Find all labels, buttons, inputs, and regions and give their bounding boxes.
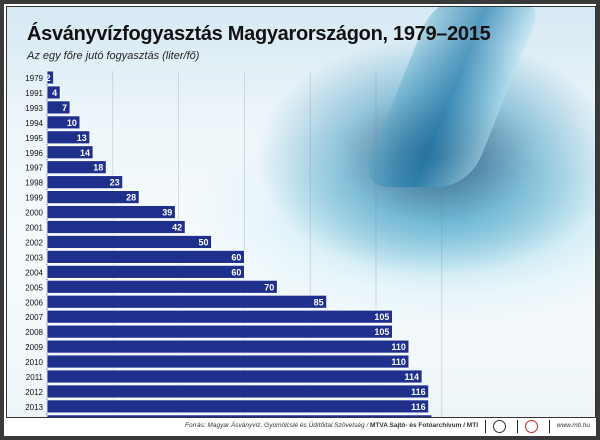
bar [46,294,328,309]
data-label: 14 [80,148,90,158]
infographic: 0204060801001201979219914199371994101995… [4,4,596,436]
y-tick-label: 1995 [25,134,43,143]
bar [46,369,423,384]
data-label: 110 [391,357,406,367]
bar [46,414,433,417]
bar [46,145,94,160]
data-label: 105 [374,312,389,322]
footer: Forrás: Magyar Ásványvíz, Gyümölcslé és … [4,418,596,436]
data-label: 28 [126,193,136,203]
bar [46,190,140,205]
data-label: 2 [46,73,51,83]
y-tick-label: 1998 [25,179,43,188]
bar [46,354,410,369]
y-tick-label: 2010 [25,358,43,367]
y-tick-label: 1979 [25,74,43,83]
mtva-logo-icon [493,420,506,433]
source-text: Forrás: Magyar Ásványvíz, Gyümölcslé és … [185,422,478,429]
data-label: 42 [172,223,182,233]
chart-panel: 0204060801001201979219914199371994101995… [6,6,596,418]
data-label: 4 [52,88,57,98]
data-label: 116 [411,387,426,397]
bar [46,324,393,339]
divider [548,420,550,433]
bar [46,309,393,324]
y-tick-label: 1991 [25,89,43,98]
y-tick-label: 2003 [25,253,43,262]
y-tick-label: 2000 [25,209,43,218]
data-label: 114 [405,372,420,382]
y-tick-label: 1996 [25,149,43,158]
bar [46,249,245,264]
y-tick-label: 2011 [26,373,44,382]
bar [46,70,54,85]
y-tick-label: 2002 [25,238,43,247]
bar [46,205,176,219]
bar [46,160,107,175]
data-label: 50 [198,237,208,247]
data-label: 39 [162,208,172,218]
chart-subtitle: Az egy főre jutó fogyasztás (liter/fő) [27,50,200,62]
bar [46,85,61,100]
y-tick-label: 2012 [25,388,43,397]
data-label: 60 [231,267,241,277]
y-tick-label: 2008 [25,328,43,337]
bar-chart: 0204060801001201979219914199371994101995… [25,70,443,417]
y-tick-label: 2005 [25,283,43,292]
data-label: 23 [110,178,120,188]
data-label: 85 [314,297,324,307]
data-label: 60 [231,252,241,262]
data-label: 10 [67,118,77,128]
y-tick-label: 1993 [25,104,43,113]
data-label: 7 [62,103,67,113]
website-link[interactable]: www.mti.hu [556,422,590,429]
bar [46,220,186,234]
y-tick-label: 2009 [25,343,43,352]
bar [46,339,410,354]
data-label: 13 [77,133,87,143]
bar [46,115,81,130]
y-tick-label: 2006 [25,298,43,307]
bar [46,399,430,414]
bar [46,235,212,249]
data-label: 18 [93,163,103,173]
bar [46,384,430,399]
data-label: 105 [374,327,389,337]
y-tick-label: 2013 [25,403,43,412]
source-agency: MTVA Sajtó- és Fotóarchívum / MTI [370,422,478,429]
data-label: 116 [411,402,426,412]
mti-logo-icon [525,420,538,433]
bar [46,264,245,279]
y-tick-label: 1999 [25,194,43,203]
bar [46,175,124,190]
data-label: 110 [391,342,406,352]
data-label: 70 [264,282,274,292]
y-tick-label: 2007 [25,313,43,322]
bar [46,100,71,115]
bar [46,130,91,145]
y-tick-label: 2001 [25,224,43,233]
y-tick-label: 2004 [25,268,43,277]
source-prefix: Forrás: Magyar Ásványvíz, Gyümölcslé és … [185,422,371,429]
y-tick-label: 1994 [25,119,43,128]
chart-title: Ásványvízfogyasztás Magyarországon, 1979… [27,23,491,45]
bar [46,279,278,294]
y-tick-label: 1997 [25,164,43,173]
divider [484,420,486,433]
divider [516,420,518,433]
